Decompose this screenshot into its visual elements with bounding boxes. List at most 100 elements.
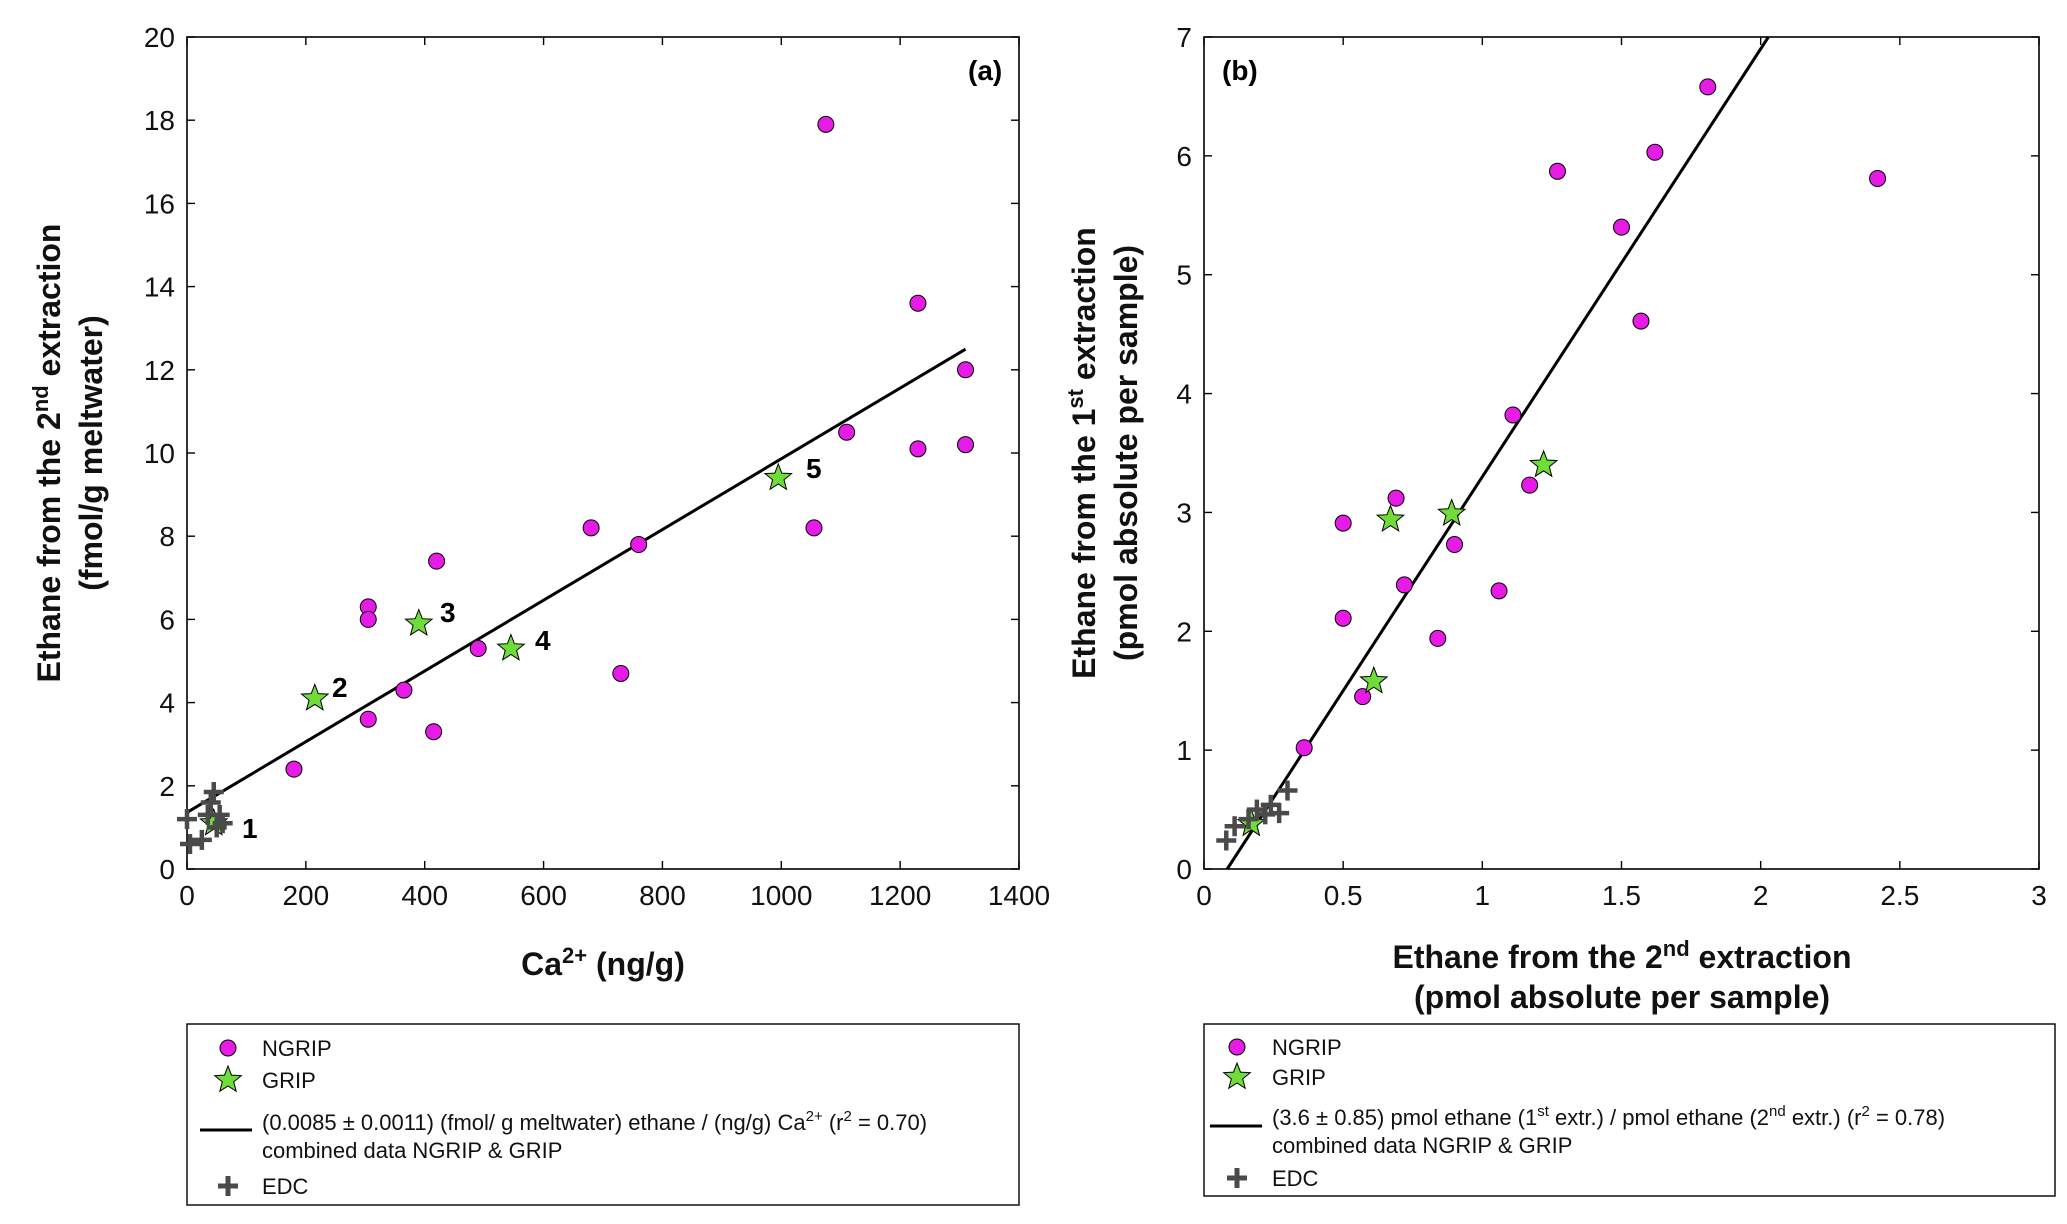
grip-annotations-a: 1 2 3 4 5 [242, 453, 822, 844]
edc-point [1216, 830, 1237, 851]
ngrip-point [1646, 143, 1664, 161]
ngrip-point [1490, 582, 1508, 600]
ngrip-point [1334, 514, 1352, 532]
ngrip-point [1295, 739, 1313, 757]
y-tick-label-b: 2 [1176, 616, 1192, 647]
grip-annotation-2: 2 [332, 672, 348, 703]
legend-box-a [186, 1023, 1020, 1206]
ngrip-point [1334, 609, 1352, 627]
y-tick-label-b: 7 [1176, 22, 1192, 53]
edc-point [1224, 816, 1245, 837]
svg-text:(fmol/g meltwater): (fmol/g meltwater) [73, 315, 109, 591]
grip-point [496, 633, 526, 661]
legend-ngrip-label-b: NGRIP [1272, 1035, 1342, 1060]
x-axis-label-a: Ca2+ (ng/g) [521, 943, 685, 982]
y-axis-label-a: Ethane from the 2nd extraction (fmol/g m… [28, 224, 109, 683]
ngrip-point [1504, 406, 1522, 424]
edc-point [1277, 780, 1298, 801]
x-axis-label-b-line2: (pmol absolute per sample) [1414, 979, 1830, 1015]
grip-annotation-1: 1 [242, 813, 258, 844]
y-tick-label-a: 2 [159, 771, 175, 802]
legend-fit-label-b: (3.6 ± 0.85) pmol ethane (1st extr.) / p… [1272, 1103, 1945, 1130]
edc-point [179, 834, 200, 855]
y-tick-label-a: 20 [144, 22, 175, 53]
x-tick-label-a: 600 [520, 880, 567, 911]
data-marks-b [1216, 36, 1887, 870]
ngrip-point [428, 552, 446, 570]
x-tick-label-b: 2.5 [1880, 880, 1919, 911]
y-tick-label-a: 16 [144, 188, 175, 219]
legend-a: NGRIP GRIP (0.0085 ± 0.0011) (fmol/ g me… [186, 1023, 1020, 1206]
x-tick-label-b: 1 [1475, 880, 1491, 911]
plot-area-b [1203, 36, 2040, 870]
x-tick-label-b: 1.5 [1602, 880, 1641, 911]
legend-ngrip-marker-b [1228, 1038, 1246, 1056]
grip-point [1375, 504, 1406, 533]
x-tick-label-a: 400 [401, 880, 448, 911]
axis-ticks-a: 0 200 400 600 800 1000 1200 1400024681012141618… [144, 22, 1050, 911]
x-tick-label-b: 0 [1196, 880, 1212, 911]
ngrip-point [1446, 536, 1463, 554]
y-tick-label-a: 10 [144, 438, 175, 469]
edc-point [1269, 803, 1290, 824]
legend-edc-marker-a [218, 1176, 238, 1196]
svg-text:(pmol absolute per sample): (pmol absolute per sample) [1108, 245, 1144, 661]
grip-point [763, 462, 793, 491]
ngrip-point [1548, 162, 1566, 180]
legend-fit-label-a: (0.0085 ± 0.0011) (fmol/ g meltwater) et… [262, 1108, 927, 1135]
edc-point [200, 792, 221, 813]
y-tick-label-b: 4 [1176, 379, 1192, 410]
x-tick-label-a: 1200 [869, 880, 931, 911]
ngrip-point [1632, 312, 1650, 330]
ngrip-point [1699, 78, 1717, 96]
panel-label-b: (b) [1222, 55, 1258, 86]
plot-area-a [186, 36, 1020, 870]
legend-box-b [1203, 1023, 2056, 1197]
y-tick-label-b: 5 [1176, 260, 1192, 291]
ngrip-point [838, 423, 856, 441]
legend-grip-marker-b [1222, 1061, 1252, 1090]
grip-annotation-5: 5 [806, 453, 822, 484]
data-marks-a [177, 115, 975, 855]
ngrip-point [469, 640, 487, 658]
svg-text:Ethane from the 2nd extraction: Ethane from the 2nd extraction [28, 224, 67, 683]
x-tick-label-a: 200 [282, 880, 329, 911]
ngrip-point [359, 710, 377, 728]
ngrip-point [1395, 576, 1413, 594]
ngrip-point [630, 536, 648, 554]
y-tick-label-b: 0 [1176, 854, 1192, 885]
x-tick-label-a: 800 [639, 880, 686, 911]
ngrip-point [359, 610, 377, 628]
ngrip-point [817, 115, 835, 133]
edc-point [177, 809, 197, 830]
legend-ngrip-label-a: NGRIP [262, 1036, 332, 1061]
axis-ticks-b: 0 0.5 1 1.5 2 2.5 3 0 1 2 3 4 5 6 7 [1176, 22, 2046, 911]
grip-point [1359, 665, 1389, 694]
ngrip-point [285, 760, 303, 778]
y-tick-label-b: 6 [1176, 141, 1192, 172]
ngrip-point [909, 440, 927, 458]
ngrip-point [957, 361, 975, 379]
chart-panel-b: 0 0.5 1 1.5 2 2.5 3 0 1 2 3 4 5 6 7 (b) Ethane from th… [1063, 22, 2056, 1197]
y-tick-label-b: 1 [1176, 735, 1192, 766]
ngrip-point [1869, 169, 1887, 187]
ngrip-point [425, 723, 443, 741]
grip-annotation-4: 4 [535, 625, 551, 656]
ngrip-point [612, 664, 630, 682]
legend-fit-label2-a: combined data NGRIP & GRIP [262, 1138, 562, 1163]
legend-edc-label-b: EDC [1272, 1166, 1319, 1191]
x-axis-label-b: Ethane from the 2nd extraction [1393, 936, 1852, 975]
panel-label-a: (a) [968, 55, 1002, 86]
ngrip-point [957, 436, 975, 454]
legend-grip-marker-a [213, 1064, 243, 1093]
y-tick-label-a: 4 [159, 688, 175, 719]
x-tick-label-a: 1000 [750, 880, 812, 911]
grip-point [1437, 498, 1467, 527]
ngrip-point [1521, 476, 1539, 494]
y-tick-label-a: 18 [144, 105, 175, 136]
chart-panel-a: 0 200 400 600 800 1000 1200 1400024681012141618… [28, 22, 1050, 1206]
x-tick-label-b: 0.5 [1324, 880, 1363, 911]
grip-point [300, 683, 330, 711]
y-tick-label-a: 0 [159, 854, 175, 885]
